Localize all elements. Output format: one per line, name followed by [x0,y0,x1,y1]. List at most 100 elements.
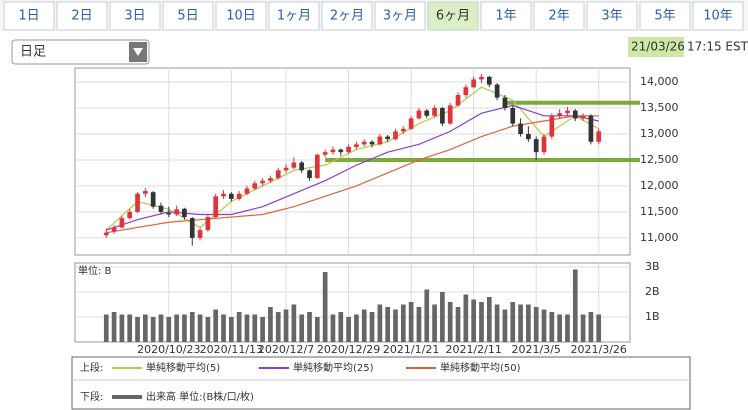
candle-body [526,133,531,140]
y-tick-label: 12,500 [640,153,679,166]
candle-body [283,167,289,171]
volume-bar [502,309,508,342]
dropdown[interactable] [11,39,150,65]
candle-body [236,193,242,199]
candle-body [244,188,250,194]
date: 21/03/26 [631,40,685,54]
candle-body [479,76,484,80]
tab[interactable] [109,1,161,31]
candle-body [463,87,469,96]
tab[interactable] [321,1,373,31]
x-tick-label: 2020/12/29 [317,343,380,356]
volume-bar [416,307,422,342]
volume-bar [588,312,594,342]
tab-label: 10年 [703,9,733,24]
volume-bar [330,314,336,342]
volume-bar [463,294,469,342]
y-tick-label: 12,000 [640,179,679,192]
volume-bar [596,314,602,342]
x-tick-label: 2020/11/13 [200,343,263,356]
volume-bar [143,314,148,342]
candle-body [103,232,109,236]
tab-label: 1ヶ月 [277,9,311,24]
volume-bar [307,312,312,342]
volume-bar [479,302,484,342]
volume-bar [244,314,250,342]
volume-bar [275,312,281,342]
volume-bar [494,304,500,342]
candle-body [385,136,391,140]
volume-bar [252,314,258,342]
x-tick-label: 2021/1/21 [383,343,439,356]
volume-bar [486,297,492,342]
tab[interactable] [480,1,532,31]
volume-bar [174,314,179,342]
candle-body [557,113,562,116]
candle-body [580,115,586,119]
tab[interactable] [268,1,320,31]
volume-bar [580,314,586,342]
volume-bar [166,317,172,342]
volume-bar [424,289,430,342]
volume-bar [440,292,445,342]
candle-body [565,110,570,114]
candle-body [228,193,234,199]
candle-body [221,193,226,197]
candle-body [150,192,156,207]
volume-unit: 単位: B [78,264,112,277]
volume-bar [557,314,562,342]
candle-body [432,107,437,116]
volume-tick-label: 2B [645,285,660,298]
volume-bar [103,314,109,342]
tab[interactable] [639,1,691,31]
y-tick-label: 11,500 [640,205,679,218]
candle-body [408,118,414,129]
volume-bar [291,304,297,342]
x-tick-label: 2020/10/23 [137,343,200,356]
x-tick-label: 2021/2/11 [445,343,501,356]
candle-body [588,115,594,142]
volume-bar [228,317,234,342]
candle-body [596,131,602,142]
y-tick-label: 14,000 [640,75,679,88]
candle-body [518,123,523,134]
volume-bar [510,302,516,342]
legend-row-label: 下段: [80,390,103,403]
tab[interactable] [56,1,108,31]
tab[interactable] [162,1,214,31]
candle-body [447,105,453,124]
candle-body [346,146,351,153]
tab[interactable] [586,1,638,31]
candle-body [275,170,281,179]
tab[interactable] [3,1,55,31]
candle-body [541,136,547,153]
candle-body [205,217,211,231]
candle-body [377,136,383,145]
volume-bar [111,312,117,342]
legend [71,356,691,410]
volume-bar [158,314,164,342]
volume-tick-label: 3B [645,260,660,273]
volume-bar [361,309,367,342]
volume-bar [385,307,391,342]
candle-body [486,76,492,85]
tab[interactable] [533,1,585,31]
candle-body [307,170,312,179]
candle-body [440,107,445,124]
candle-body [424,110,430,116]
tab-label: 3日 [124,9,145,24]
volume-bar [393,309,398,342]
dropdown-arrow [133,48,143,56]
x-tick-label: 2020/12/7 [258,343,314,356]
volume-bar [299,314,305,342]
legend-label: 単純移動平均(50) [440,361,521,374]
volume-bar [541,309,547,342]
tab[interactable] [215,1,267,31]
tab[interactable] [692,1,744,31]
tab[interactable] [374,1,426,31]
volume-bar [205,317,211,342]
tab[interactable] [427,1,479,31]
volume-bar [338,312,344,342]
legend-label: 単純移動平均(25) [293,361,374,374]
